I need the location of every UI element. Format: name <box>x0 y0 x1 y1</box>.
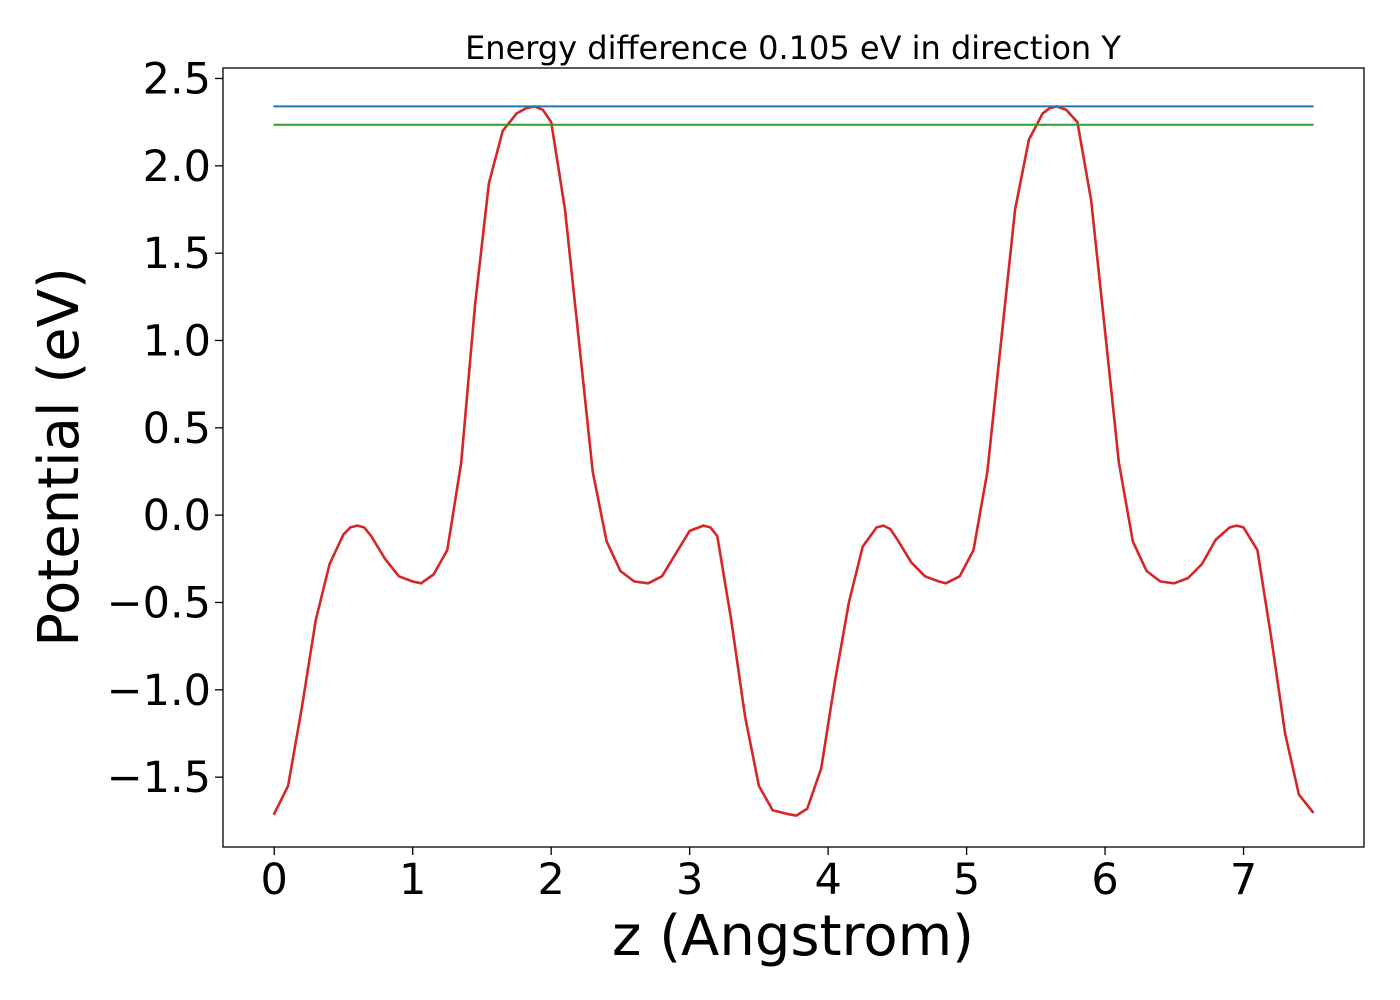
y-tick-label: 2.5 <box>143 54 211 104</box>
plot-area <box>272 105 1315 817</box>
y-tick-label: −1.0 <box>107 666 211 716</box>
chart-title: Energy difference 0.105 eV in direction … <box>465 29 1121 67</box>
x-tick-label: 4 <box>814 855 841 905</box>
y-tick-label: −1.5 <box>107 753 211 803</box>
x-tick-label: 2 <box>537 855 564 905</box>
y-axis-label: Potential (eV) <box>27 267 92 647</box>
y-tick-label: −0.5 <box>107 578 211 628</box>
y-tick-label: 0.5 <box>143 404 211 454</box>
x-tick-label: 5 <box>953 855 980 905</box>
plot-frame <box>222 67 1365 848</box>
y-tick-label: 1.5 <box>143 229 211 279</box>
x-axis: 0 1 2 3 4 5 6 7 <box>261 847 1257 905</box>
x-tick-label: 3 <box>676 855 703 905</box>
y-axis: −1.5 −1.0 −0.5 0.0 0.5 1.0 1.5 2.0 2.5 <box>107 54 223 803</box>
y-tick-label: 0.0 <box>143 491 211 541</box>
y-tick-label: 1.0 <box>143 316 211 366</box>
x-tick-label: 0 <box>261 855 288 905</box>
potential-curve <box>272 105 1315 817</box>
y-tick-label: 2.0 <box>143 142 211 192</box>
x-tick-label: 1 <box>399 855 426 905</box>
x-tick-label: 6 <box>1091 855 1118 905</box>
x-tick-label: 7 <box>1230 855 1257 905</box>
x-axis-label: z (Angstrom) <box>612 904 974 969</box>
